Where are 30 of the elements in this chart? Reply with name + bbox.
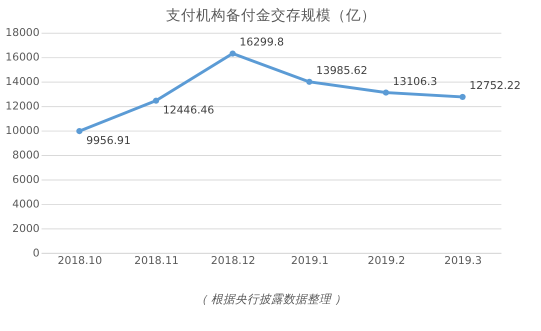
point	[459, 94, 466, 100]
y-tick-label: 0	[32, 246, 40, 260]
data-label: 12446.46	[162, 103, 214, 116]
y-tick-label: 14000	[5, 75, 40, 88]
text: （ 根据央行披露数据整理 ）	[195, 292, 347, 306]
y-tick-label: 2000	[12, 222, 40, 235]
data-label: 13985.62	[316, 64, 368, 78]
point	[230, 50, 236, 57]
data-label: 13106.3	[392, 74, 438, 88]
x-tick-label: 2019.3	[444, 254, 482, 268]
point	[382, 90, 390, 96]
data-label: 12752.22	[469, 79, 521, 92]
y-tick-label: 6000	[12, 172, 40, 186]
y-tick-label: 4000	[12, 197, 40, 210]
point	[152, 98, 160, 104]
y-tick-label: 18000	[5, 26, 40, 40]
point	[76, 128, 82, 134]
y-tick-label: 8000	[12, 148, 40, 162]
x-tick-label: 2019.2	[368, 254, 406, 268]
y-tick-label: 12000	[5, 100, 40, 113]
chart-title: 支付机构备付金交存规模（亿）	[166, 7, 376, 24]
data-label: 16299.8	[240, 36, 284, 49]
y-tick-label: 16000	[5, 50, 40, 64]
x-tick-label: 2019.1	[290, 254, 329, 268]
point	[306, 78, 312, 85]
y-tick-label: 10000	[5, 124, 40, 137]
x-tick-label: 2018.12	[210, 254, 256, 268]
data-label: 9956.91	[86, 134, 131, 147]
x-tick-label: 2018.11	[134, 254, 179, 268]
x-tick-label: 2018.10	[58, 254, 102, 268]
